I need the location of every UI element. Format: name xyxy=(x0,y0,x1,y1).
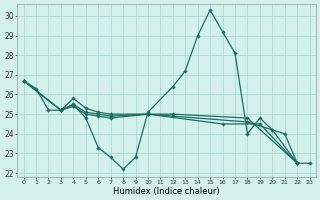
X-axis label: Humidex (Indice chaleur): Humidex (Indice chaleur) xyxy=(113,187,220,196)
